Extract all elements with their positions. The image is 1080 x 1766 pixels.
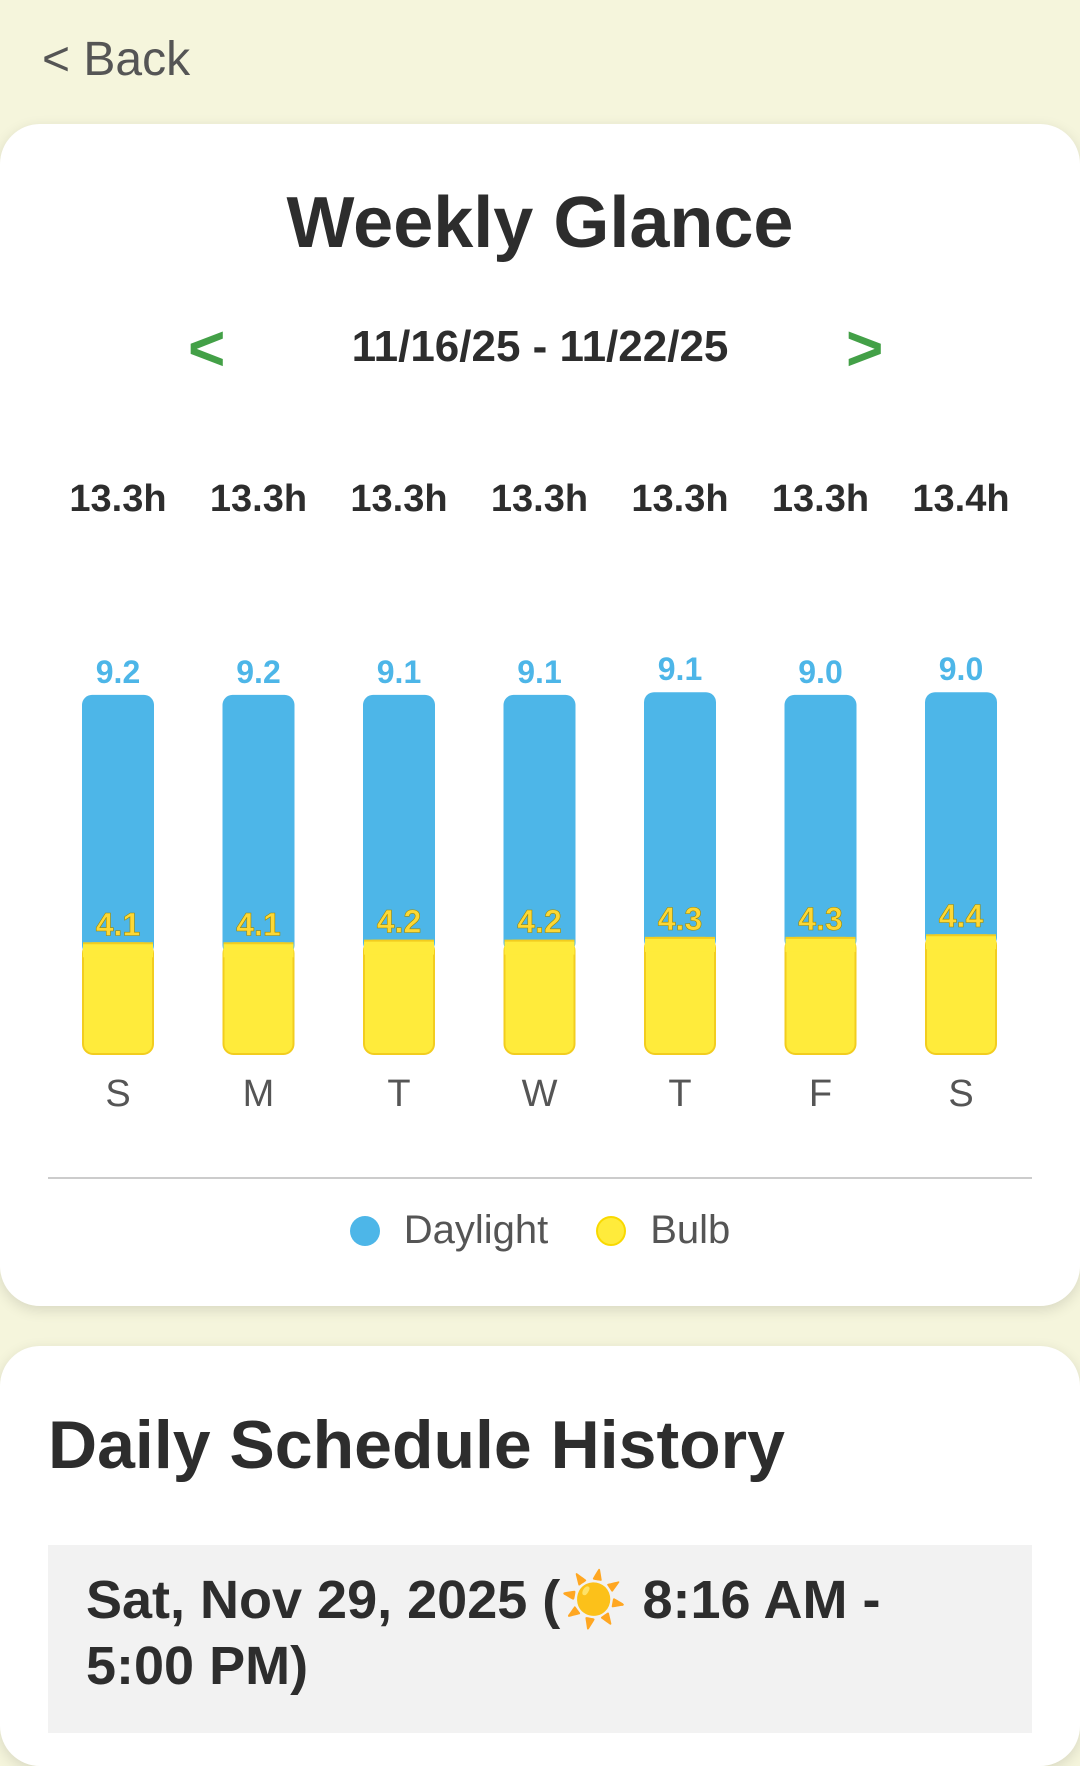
history-entry[interactable]: Sat, Nov 29, 2025 (☀️ 8:16 AM - 5:00 PM) [48, 1545, 1032, 1733]
date-range: 11/16/25 - 11/22/25 [351, 322, 729, 371]
bulb-bar-top [223, 943, 294, 958]
day-label: T [668, 1073, 691, 1115]
daylight-legend-dot [349, 1215, 380, 1246]
bulb-value-label: 4.3 [658, 901, 702, 937]
bulb-value-label: 4.2 [377, 904, 421, 940]
bulb-bar [784, 936, 857, 1056]
history-entry-text: Sat, Nov 29, 2025 (☀️ 8:16 AM - 5:00 PM) [86, 1570, 881, 1696]
daylight-value-label: 9.1 [377, 654, 421, 690]
bulb-bar-top [83, 943, 153, 958]
day-label: T [387, 1073, 410, 1115]
bulb-value-label: 4.4 [939, 898, 984, 934]
daylight-value-label: 9.2 [236, 654, 280, 690]
bulb-bar-top [504, 940, 575, 955]
bulb-legend-dot [596, 1215, 627, 1246]
daylight-bar [925, 692, 997, 948]
legend-item-daylight: Daylight [349, 1208, 549, 1253]
day-label: M [243, 1073, 275, 1115]
legend-label-daylight: Daylight [403, 1208, 549, 1252]
bulb-bar [363, 939, 435, 1055]
daylight-value-label: 9.0 [798, 654, 842, 690]
bulb-bar-top [926, 935, 996, 950]
day-label: W [522, 1073, 558, 1115]
bulb-bar [222, 942, 295, 1055]
chart-legend: Daylight Bulb [0, 1208, 1080, 1253]
next-week-button[interactable]: > [846, 312, 884, 384]
daily-total-label: 13.3h [491, 478, 588, 520]
bulb-bar-top [364, 940, 434, 955]
bulb-bar-top [645, 937, 715, 952]
daily-total-label: 13.3h [69, 478, 166, 520]
daylight-value-label: 9.1 [517, 654, 561, 690]
legend-label-bulb: Bulb [650, 1208, 731, 1252]
bulb-bar [503, 939, 576, 1055]
daylight-bar [644, 692, 716, 950]
daylight-bar [503, 694, 576, 953]
daily-total-label: 13.3h [631, 478, 728, 520]
schedule-history-title: Daily Schedule History [48, 1407, 785, 1483]
bulb-value-label: 4.1 [236, 906, 280, 942]
daylight-value-label: 9.1 [658, 651, 702, 687]
daily-total-label: 13.3h [772, 478, 869, 520]
bulb-value-label: 4.1 [96, 906, 140, 942]
day-label: F [809, 1073, 832, 1115]
daylight-value-label: 9.2 [96, 654, 140, 690]
bulb-value-label: 4.2 [517, 904, 561, 940]
bulb-value-label: 4.3 [798, 901, 842, 937]
previous-week-button[interactable]: < [188, 312, 226, 384]
daily-total-label: 13.4h [912, 478, 1009, 520]
chart-divider [48, 1177, 1032, 1179]
legend-item-bulb: Bulb [596, 1208, 730, 1253]
bulb-bar [644, 936, 716, 1056]
daylight-bar [784, 694, 857, 950]
daily-total-label: 13.3h [210, 478, 307, 520]
bulb-bar-top [785, 937, 856, 952]
daylight-bar [82, 694, 154, 956]
bulb-bar [925, 934, 997, 1056]
day-label: S [105, 1073, 130, 1115]
back-button[interactable]: < Back [42, 33, 191, 86]
day-label: S [948, 1073, 973, 1115]
daylight-bar [363, 694, 435, 953]
daylight-bar [222, 694, 295, 956]
weekly-bar-chart: 9.2 4.1 13.3h S 9.2 4.1 13.3h M 9.1 4.2 13.3h T 9.1 4… [69, 478, 1009, 1115]
daylight-value-label: 9.0 [939, 651, 983, 687]
daily-total-label: 13.3h [350, 478, 447, 520]
bulb-bar [82, 942, 154, 1055]
weekly-glance-title: Weekly Glance [286, 183, 794, 263]
